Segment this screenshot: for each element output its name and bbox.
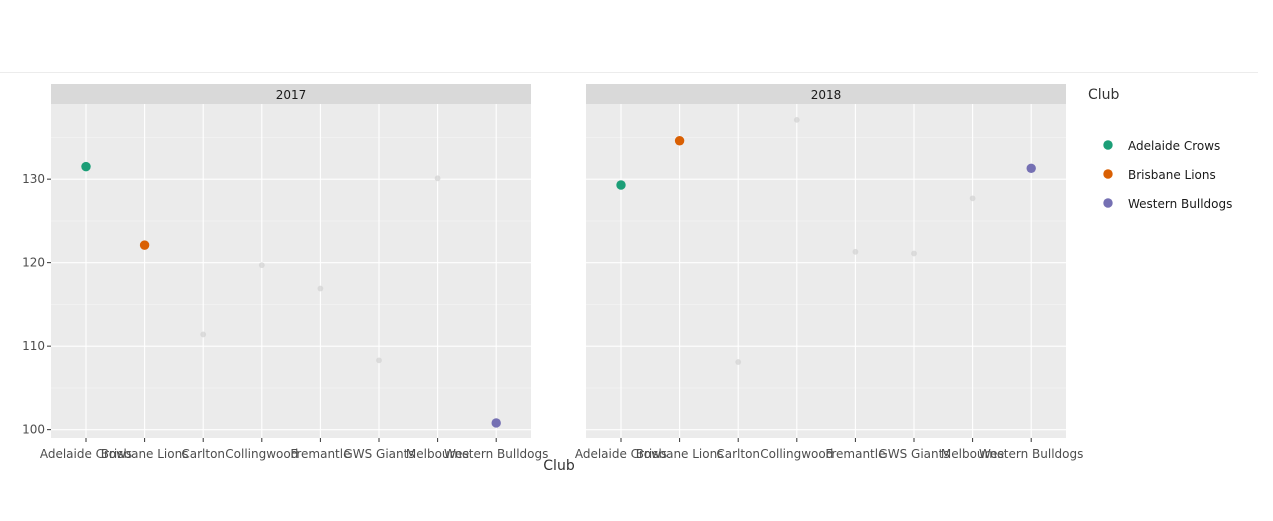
- legend-marker: [1103, 169, 1113, 179]
- x-tick-label: Brisbane Lions: [636, 447, 724, 461]
- data-point-fremantle[interactable]: [852, 248, 859, 255]
- legend-label[interactable]: Brisbane Lions: [1128, 168, 1216, 182]
- y-tick-label: 130: [22, 172, 45, 186]
- data-point-brisbane-lions[interactable]: [139, 240, 150, 250]
- x-tick-label: Melbourne: [941, 447, 1004, 461]
- data-point-fremantle[interactable]: [317, 285, 324, 292]
- data-point-collingwood[interactable]: [258, 262, 265, 269]
- data-point-gws-giants[interactable]: [376, 357, 382, 364]
- data-point-carlton[interactable]: [200, 331, 207, 338]
- data-point-melbourne[interactable]: [969, 195, 976, 202]
- x-tick-label: Adelaide Crows: [40, 447, 132, 461]
- x-tick-label: Adelaide Crows: [575, 447, 667, 461]
- x-tick-label: Carlton: [716, 447, 760, 461]
- x-tick-label: Fremantle: [290, 447, 350, 461]
- data-point-melbourne[interactable]: [434, 175, 441, 182]
- data-point-gws-giants[interactable]: [911, 250, 917, 257]
- legend-marker: [1103, 198, 1113, 208]
- x-axis-title: Club: [543, 458, 575, 474]
- x-tick-label: GWS Giants: [878, 447, 949, 461]
- legend-label[interactable]: Western Bulldogs: [1128, 197, 1232, 211]
- x-tick-label: Collingwood: [225, 447, 298, 461]
- data-point-brisbane-lions[interactable]: [674, 136, 685, 146]
- x-tick-label: Western Bulldogs: [979, 447, 1083, 461]
- y-tick-label: 100: [22, 423, 45, 437]
- x-tick-label: Melbourne: [406, 447, 469, 461]
- y-tick-label: 120: [22, 256, 45, 270]
- plot-background: [51, 104, 531, 438]
- data-point-western-bulldogs[interactable]: [491, 418, 501, 428]
- y-tick-label: 110: [22, 339, 45, 353]
- x-tick-label: GWS Giants: [343, 447, 414, 461]
- legend-marker: [1103, 140, 1113, 150]
- x-tick-label: Carlton: [181, 447, 225, 461]
- plot-background: [586, 104, 1066, 438]
- data-point-carlton[interactable]: [735, 359, 742, 365]
- x-tick-label: Western Bulldogs: [444, 447, 548, 461]
- data-point-collingwood[interactable]: [793, 116, 800, 123]
- facet-strip: [51, 84, 531, 104]
- x-tick-label: Fremantle: [825, 447, 885, 461]
- facet-strip-label: 2018: [811, 88, 842, 102]
- top-divider: [0, 72, 1258, 73]
- legend: Club Adelaide Crows Brisbane Lions Western…: [1088, 87, 1232, 211]
- x-tick-label: Brisbane Lions: [101, 447, 189, 461]
- data-point-adelaide-crows[interactable]: [81, 161, 91, 172]
- data-point-adelaide-crows[interactable]: [616, 180, 626, 190]
- facet-strip: [586, 84, 1066, 104]
- data-point-western-bulldogs[interactable]: [1026, 163, 1036, 173]
- legend-label[interactable]: Adelaide Crows: [1128, 139, 1220, 153]
- legend-title: Club: [1088, 87, 1120, 103]
- x-tick-label: Collingwood: [760, 447, 833, 461]
- facet-strip-label: 2017: [276, 88, 307, 102]
